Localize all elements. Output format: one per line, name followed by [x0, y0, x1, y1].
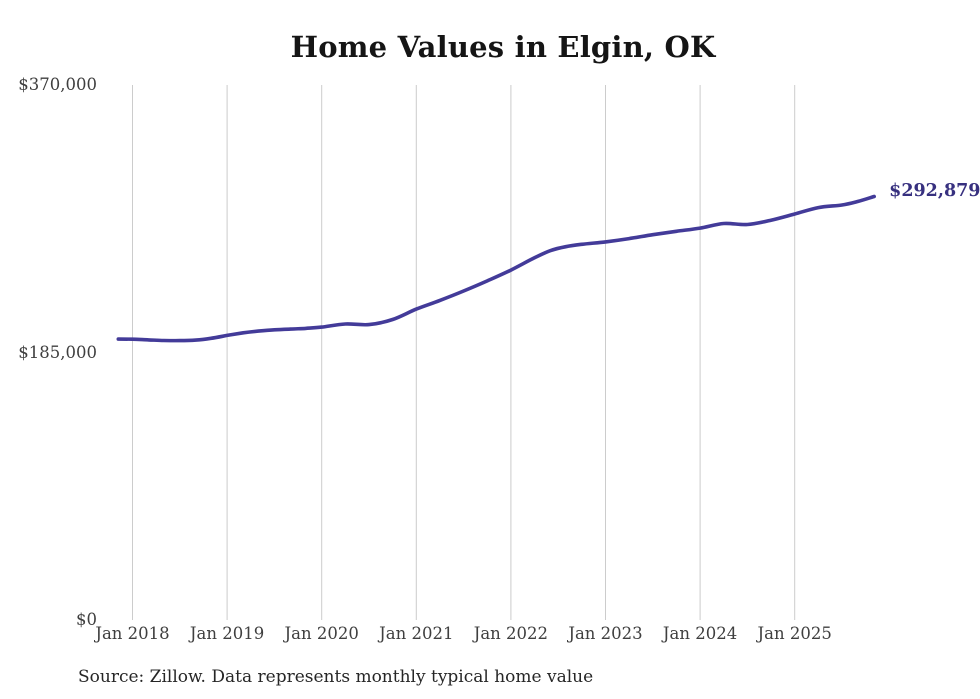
x-tick-label: Jan 2023 — [568, 624, 643, 643]
x-tick-label: Jan 2020 — [284, 624, 359, 643]
y-tick-label: $370,000 — [18, 75, 97, 94]
x-tick-label: Jan 2025 — [757, 624, 832, 643]
x-tick-label: Jan 2019 — [189, 624, 265, 643]
x-tick-label: Jan 2018 — [95, 624, 170, 643]
gridlines — [132, 85, 796, 620]
x-tick-label: Jan 2021 — [379, 624, 454, 643]
x-tick-label: Jan 2022 — [473, 624, 549, 643]
y-tick-label: $185,000 — [18, 342, 97, 362]
latest-value-label: $292,879 — [889, 180, 980, 201]
home-value-line — [116, 194, 876, 343]
y-tick-label: $0 — [76, 610, 97, 629]
source-note: Source: Zillow. Data represents monthly … — [78, 667, 594, 687]
x-tick-label: Jan 2024 — [662, 624, 738, 643]
chart-title: Home Values in Elgin, OK — [290, 30, 716, 64]
